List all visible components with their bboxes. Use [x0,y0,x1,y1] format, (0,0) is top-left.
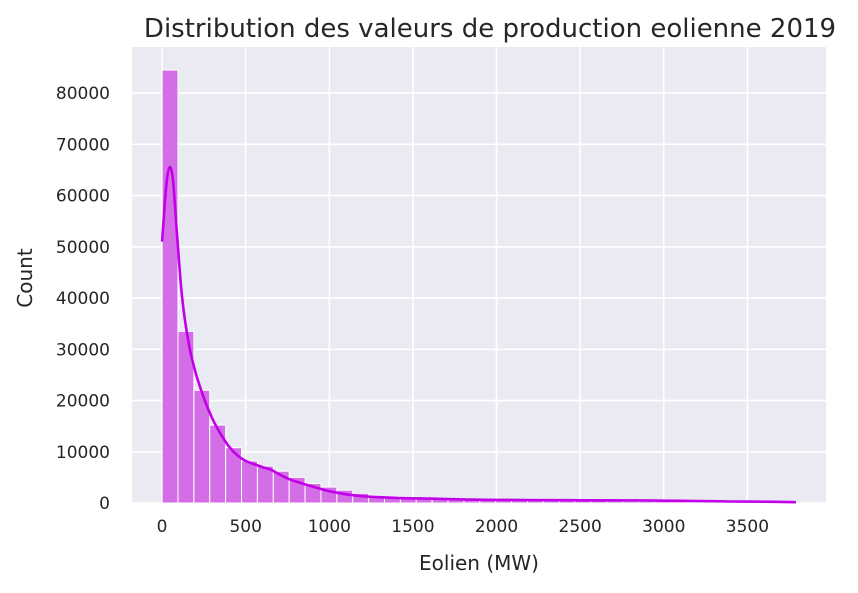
y-tick-label: 20000 [56,392,110,412]
y-tick-label: 80000 [56,84,110,104]
grid-lines [132,47,826,504]
y-tick-label: 50000 [56,238,110,258]
x-tick-label: 500 [229,517,261,537]
x-tick-label: 2500 [559,517,602,537]
x-tick-label: 0 [157,517,168,537]
x-tick-label: 1500 [391,517,434,537]
x-tick-label: 1000 [308,517,351,537]
y-tick-label: 40000 [56,289,110,309]
x-axis-label: Eolien (MW) [419,551,539,575]
y-tick-label: 60000 [56,187,110,207]
y-tick-label: 30000 [56,340,110,360]
histogram-bar [161,69,179,504]
y-axis-ticks: 0 10000 20000 30000 40000 50000 60000 70000 8000… [56,84,110,514]
y-axis-label: Count [13,248,37,308]
x-axis-ticks: 0 500 1000 1500 2000 2500 3000 3500 [157,517,769,537]
x-tick-label: 3500 [726,517,769,537]
plot-background [132,47,826,503]
histogram-bar [256,465,274,504]
x-tick-label: 2000 [475,517,518,537]
y-tick-label: 10000 [56,443,110,463]
x-tick-label: 3000 [642,517,685,537]
chart-title: Distribution des valeurs de production e… [144,14,836,44]
kde-curve [160,165,796,504]
histogram-bar [241,460,258,504]
y-tick-label: 70000 [56,135,110,155]
y-tick-label: 0 [99,494,110,514]
